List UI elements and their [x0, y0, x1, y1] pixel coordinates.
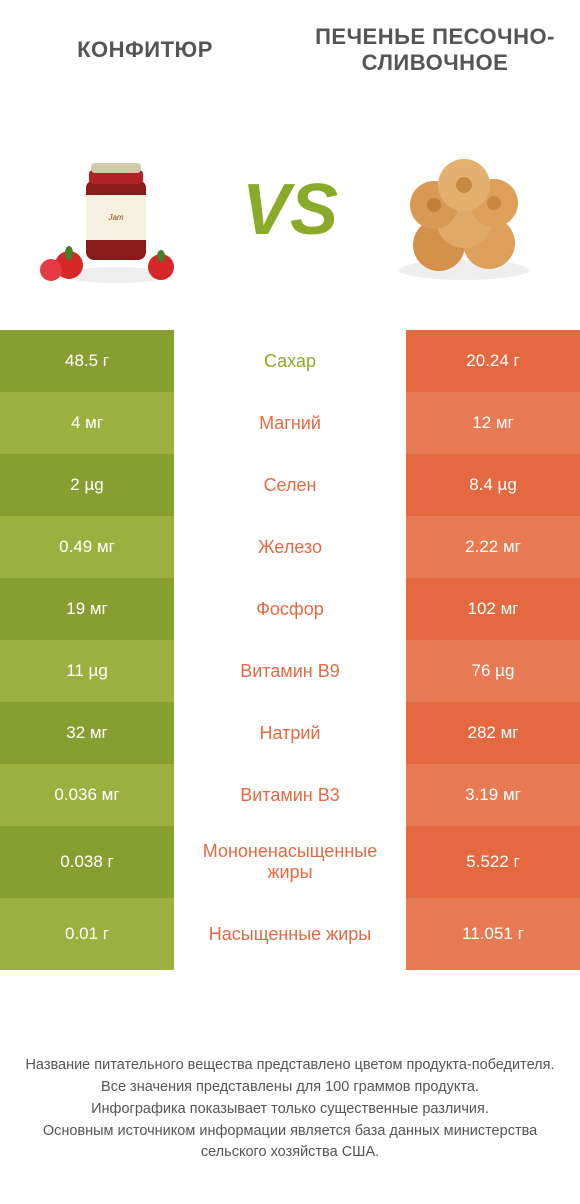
image-left-cell: Jam: [0, 120, 232, 300]
left-value: 0.036 мг: [0, 764, 174, 826]
left-value: 0.038 г: [0, 826, 174, 898]
left-value: 11 µg: [0, 640, 174, 702]
svg-text:Jam: Jam: [107, 213, 123, 222]
jam-image: Jam: [26, 120, 206, 300]
cookies-image: [374, 120, 554, 300]
footer-line-2: Все значения представлены для 100 граммо…: [25, 1077, 555, 1099]
nutrient-name: Фосфор: [174, 578, 406, 640]
images-row: Jam VS: [0, 100, 580, 320]
vs-label: VS: [232, 169, 348, 251]
nutrient-name: Насыщенные жиры: [174, 898, 406, 970]
footer-notes: Название питательного вещества представл…: [0, 1025, 580, 1204]
table-row: 0.49 мгЖелезо2.22 мг: [0, 516, 580, 578]
nutrient-name: Сахар: [174, 330, 406, 392]
table-row: 11 µgВитамин B976 µg: [0, 640, 580, 702]
table-row: 4 мгМагний12 мг: [0, 392, 580, 454]
table-row: 0.036 мгВитамин B33.19 мг: [0, 764, 580, 826]
right-value: 11.051 г: [406, 898, 580, 970]
nutrient-name: Витамин B9: [174, 640, 406, 702]
table-row: 19 мгФосфор102 мг: [0, 578, 580, 640]
right-value: 76 µg: [406, 640, 580, 702]
footer-line-1: Название питательного вещества представл…: [25, 1055, 555, 1077]
left-value: 32 мг: [0, 702, 174, 764]
nutrient-name: Витамин B3: [174, 764, 406, 826]
right-value: 12 мг: [406, 392, 580, 454]
left-value: 48.5 г: [0, 330, 174, 392]
left-value: 4 мг: [0, 392, 174, 454]
nutrient-name: Натрий: [174, 702, 406, 764]
image-right-cell: [348, 120, 580, 300]
titles-row: КОНФИТЮР ПЕЧЕНЬЕ ПЕСОЧНО-СЛИВОЧНОЕ: [0, 0, 580, 100]
left-value: 0.49 мг: [0, 516, 174, 578]
footer-line-3: Инфографика показывает только существенн…: [25, 1099, 555, 1121]
left-value: 19 мг: [0, 578, 174, 640]
left-value: 2 µg: [0, 454, 174, 516]
table-row: 32 мгНатрий282 мг: [0, 702, 580, 764]
jam-icon: Jam: [31, 125, 201, 295]
cookies-icon: [379, 125, 549, 295]
nutrient-name: Железо: [174, 516, 406, 578]
right-value: 102 мг: [406, 578, 580, 640]
title-left: КОНФИТЮР: [0, 37, 290, 63]
table-row: 2 µgСелен8.4 µg: [0, 454, 580, 516]
comparison-table: 48.5 гСахар20.24 г4 мгМагний12 мг2 µgСел…: [0, 330, 580, 970]
right-value: 3.19 мг: [406, 764, 580, 826]
nutrient-name: Селен: [174, 454, 406, 516]
footer-line-4: Основным источником информации является …: [25, 1121, 555, 1165]
right-value: 2.22 мг: [406, 516, 580, 578]
nutrient-name: Магний: [174, 392, 406, 454]
table-row: 0.038 гМононенасыщенные жиры5.522 г: [0, 826, 580, 898]
right-value: 20.24 г: [406, 330, 580, 392]
title-right: ПЕЧЕНЬЕ ПЕСОЧНО-СЛИВОЧНОЕ: [290, 24, 580, 76]
right-value: 282 мг: [406, 702, 580, 764]
left-value: 0.01 г: [0, 898, 174, 970]
table-row: 48.5 гСахар20.24 г: [0, 330, 580, 392]
right-value: 5.522 г: [406, 826, 580, 898]
right-value: 8.4 µg: [406, 454, 580, 516]
table-row: 0.01 гНасыщенные жиры11.051 г: [0, 898, 580, 970]
nutrient-name: Мононенасыщенные жиры: [174, 826, 406, 898]
